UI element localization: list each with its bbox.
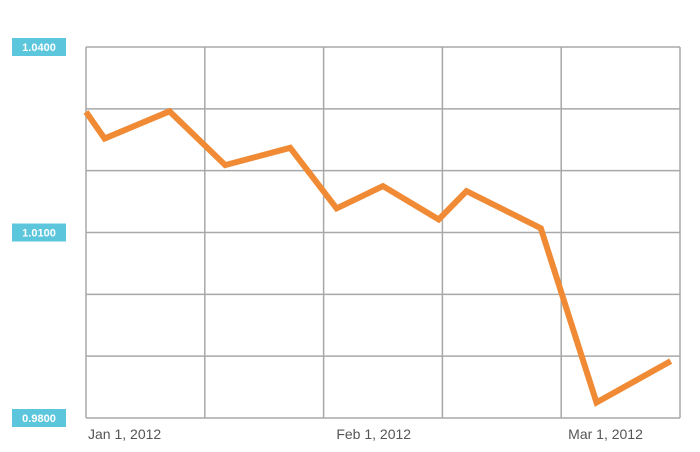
y-tick-tag (12, 409, 66, 427)
data-point (670, 360, 672, 362)
data-point (382, 185, 384, 187)
series-layer (83, 107, 673, 407)
data-point (85, 111, 87, 113)
data-point (104, 138, 106, 140)
y-axis-ticks: 1.0400 1.0100 0.9800 (12, 38, 66, 427)
data-point (595, 402, 597, 404)
x-tick-label: Feb 1, 2012 (336, 426, 411, 442)
data-point (540, 227, 542, 229)
data-point (169, 110, 171, 112)
y-tick-text: 1.0100 (22, 228, 56, 240)
y-tick-tag (12, 38, 66, 56)
x-axis-ticks: Jan 1, 2012 Feb 1, 2012 Mar 1, 2012 (88, 426, 643, 442)
data-point (466, 190, 468, 192)
y-tick-tag (12, 223, 66, 242)
series-line (83, 107, 673, 407)
y-tick-label: 1.0100 (12, 223, 66, 242)
y-tick-text: 0.9800 (22, 413, 56, 425)
data-point (336, 207, 338, 209)
grid (85, 46, 681, 419)
x-tick-label: Jan 1, 2012 (88, 426, 161, 442)
data-point (224, 164, 226, 166)
y-tick-label: 0.9800 (12, 409, 66, 427)
y-tick-text: 1.0400 (22, 42, 56, 54)
data-point (438, 219, 440, 221)
x-tick-label: Mar 1, 2012 (568, 426, 643, 442)
data-point (289, 147, 291, 149)
y-tick-label: 1.0400 (12, 38, 66, 56)
